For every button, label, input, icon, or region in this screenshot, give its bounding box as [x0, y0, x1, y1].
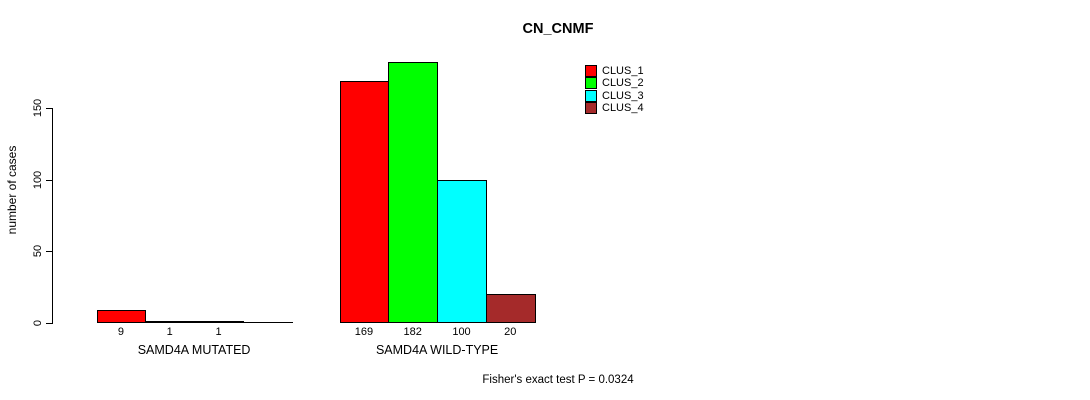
bar-value-label: 182 [403, 326, 422, 338]
y-axis-tick [46, 323, 53, 324]
bar-value-label: 1 [215, 326, 222, 338]
bar [340, 81, 389, 323]
bar [243, 322, 293, 323]
y-axis-tick [46, 180, 53, 181]
y-axis-tick-label: 0 [32, 319, 44, 327]
bar-value-label: 100 [452, 326, 471, 338]
legend-item: CLUS_4 [585, 102, 644, 114]
legend-swatch [585, 77, 597, 89]
bar-value-label: 9 [117, 326, 124, 338]
legend-swatch [585, 65, 597, 77]
bar-value-label: 169 [354, 326, 374, 338]
y-axis-tick [46, 251, 53, 252]
y-axis-tick-label: 150 [32, 98, 44, 118]
y-axis-line [52, 108, 53, 324]
chart-title: CN_CNMF [522, 21, 594, 37]
footnote: Fisher's exact test P = 0.0324 [482, 374, 634, 386]
y-axis-tick-label: 100 [32, 170, 44, 190]
group-label: SAMD4A WILD-TYPE [375, 343, 499, 357]
legend-item: CLUS_2 [585, 77, 644, 89]
legend-label: CLUS_4 [602, 102, 644, 114]
legend-swatch [585, 90, 597, 102]
legend-swatch [585, 102, 597, 114]
legend-label: CLUS_2 [602, 77, 644, 89]
legend-label: CLUS_1 [602, 65, 644, 77]
group-label: SAMD4A MUTATED [137, 343, 251, 357]
legend-label: CLUS_3 [602, 90, 644, 102]
bar [145, 321, 195, 323]
y-axis-tick [46, 108, 53, 109]
bar-value-label: 1 [166, 326, 173, 338]
bar [194, 321, 244, 323]
y-axis-tick-label: 50 [32, 244, 44, 258]
bar [97, 310, 146, 323]
legend-item: CLUS_1 [585, 65, 644, 77]
legend-item: CLUS_3 [585, 90, 644, 102]
bar-value-label: 20 [504, 326, 517, 338]
bar [486, 294, 536, 323]
bar [388, 62, 438, 323]
bar [437, 180, 487, 323]
